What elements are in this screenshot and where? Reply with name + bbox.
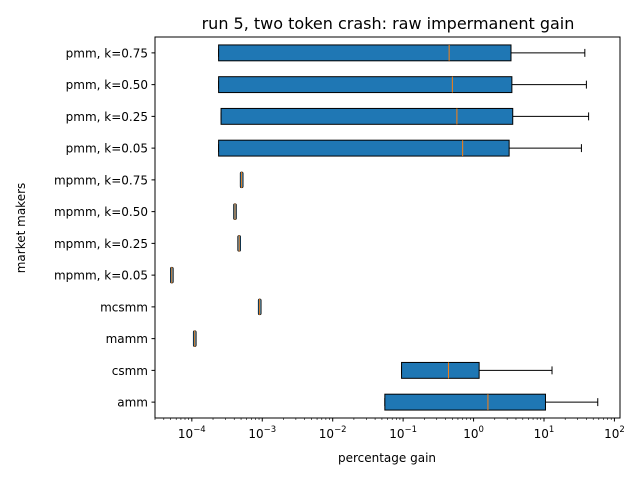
y-tick-label: pmm, k=0.05 bbox=[66, 142, 148, 156]
x-axis-label: percentage gain bbox=[338, 451, 436, 465]
box-body bbox=[218, 139, 510, 157]
box-body bbox=[220, 107, 514, 125]
box-5 bbox=[239, 171, 244, 189]
y-tick-label: mcsmm bbox=[100, 300, 148, 314]
box-body bbox=[401, 361, 480, 379]
y-tick-label: pmm, k=0.25 bbox=[66, 110, 148, 124]
box-2 bbox=[218, 76, 587, 94]
y-tick-label: mpmm, k=0.50 bbox=[54, 205, 148, 219]
plot-boxes bbox=[170, 44, 599, 411]
y-axis-label: market makers bbox=[14, 183, 28, 274]
box-7 bbox=[237, 235, 241, 252]
box-4 bbox=[218, 139, 582, 157]
box-6 bbox=[233, 203, 237, 220]
plot-frame bbox=[154, 36, 621, 419]
y-tick-label: mpmm, k=0.05 bbox=[54, 269, 148, 283]
x-tick-label: 10−1 bbox=[389, 425, 417, 441]
x-tick-label: 101 bbox=[534, 425, 555, 441]
y-tick-label: csmm bbox=[112, 364, 148, 378]
y-tick-label: pmm, k=0.75 bbox=[66, 46, 148, 60]
y-axis-ticks: pmm, k=0.75 pmm, k=0.50 pmm, k=0.25 pmm, k=… bbox=[54, 46, 155, 410]
box-9 bbox=[257, 298, 262, 316]
box-body bbox=[218, 76, 513, 94]
x-tick-label: 10−4 bbox=[178, 425, 206, 441]
box-1 bbox=[218, 44, 586, 62]
x-tick-label: 102 bbox=[604, 425, 625, 441]
box-body bbox=[384, 393, 546, 411]
y-tick-label: mpmm, k=0.25 bbox=[54, 237, 148, 251]
x-tick-label: 10−3 bbox=[248, 425, 276, 441]
y-tick-label: mpmm, k=0.75 bbox=[54, 173, 148, 187]
x-axis-ticks: 10−4 10−3 10−2 10−1 100 101 102 bbox=[154, 418, 625, 441]
x-tick-label: 100 bbox=[463, 425, 484, 441]
box-body bbox=[218, 44, 512, 62]
box-8 bbox=[170, 266, 174, 284]
y-tick-label: pmm, k=0.50 bbox=[66, 78, 148, 92]
chart-title: run 5, two token crash: raw impermanent … bbox=[202, 14, 575, 33]
box-10 bbox=[192, 330, 197, 347]
box-11 bbox=[401, 361, 553, 379]
y-tick-label: amm bbox=[117, 396, 148, 410]
y-tick-label: mamm bbox=[106, 332, 148, 346]
x-tick-label: 10−2 bbox=[319, 425, 347, 441]
box-3 bbox=[220, 107, 590, 125]
box-12 bbox=[384, 393, 599, 411]
